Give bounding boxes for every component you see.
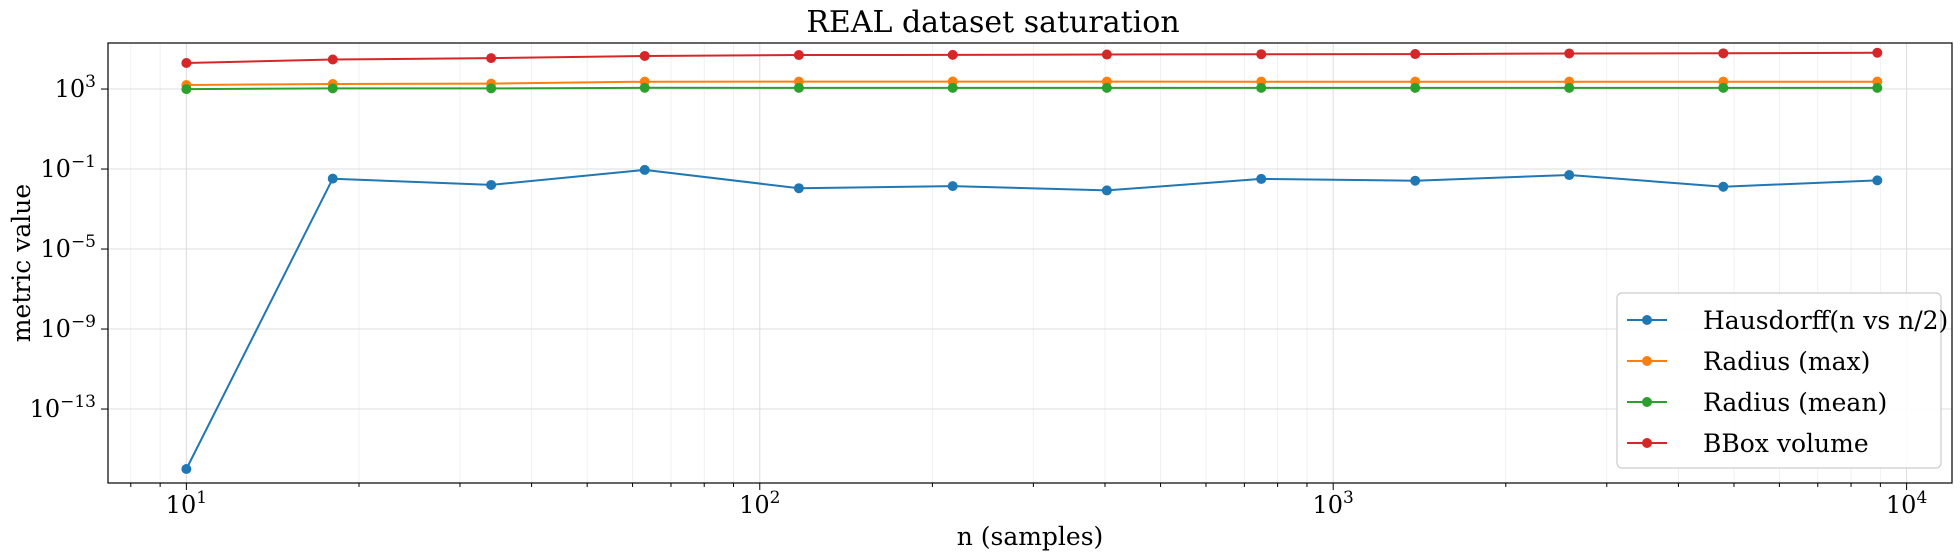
data-point <box>1101 185 1112 196</box>
y-axis-label: metric value <box>7 184 36 342</box>
x-axis-label: n (samples) <box>957 522 1104 551</box>
legend-marker <box>1642 397 1652 407</box>
x-tick-label: 104 <box>1886 488 1927 519</box>
legend: Hausdorff(n vs n/2) Radius (max) Radius (m… <box>1616 292 1948 469</box>
data-point <box>1256 82 1267 93</box>
grid <box>108 43 1952 483</box>
x-tick-label: 102 <box>739 488 780 519</box>
ticks: 101 102 103 104 10−13 10−9 10−5 10−1 103 <box>30 72 1928 519</box>
data-point <box>486 53 497 64</box>
data-point <box>1718 82 1729 93</box>
data-point <box>1410 49 1421 60</box>
data-point <box>1564 170 1575 181</box>
data-point <box>327 173 338 184</box>
series-layer <box>181 47 1883 475</box>
data-point <box>181 58 192 68</box>
data-point <box>1718 181 1729 192</box>
legend-entry-label: BBox volume <box>1703 429 1869 458</box>
data-point <box>1564 82 1575 93</box>
y-tick-label: 10−5 <box>40 232 96 263</box>
legend-entry-label: Hausdorff(n vs n/2) <box>1703 306 1948 335</box>
data-point <box>181 84 192 95</box>
data-point <box>793 50 804 61</box>
data-point <box>1564 48 1575 59</box>
data-point <box>947 49 958 60</box>
series-2 <box>181 82 1883 95</box>
legend-marker <box>1642 315 1652 325</box>
data-point <box>639 82 650 93</box>
data-point <box>181 464 192 475</box>
plot-frame <box>107 42 1953 484</box>
data-point <box>486 83 497 94</box>
series-line <box>185 168 1878 470</box>
legend-entry-label: Radius (max) <box>1703 347 1870 376</box>
data-point <box>793 82 804 93</box>
data-point <box>639 164 650 175</box>
legend-box <box>1616 292 1942 469</box>
data-point <box>947 181 958 192</box>
data-point <box>1872 47 1883 58</box>
data-point <box>486 179 497 190</box>
legend-marker <box>1642 438 1652 448</box>
data-point <box>947 82 958 93</box>
data-point <box>639 50 650 61</box>
x-tick-label: 101 <box>166 488 207 519</box>
data-point <box>1410 175 1421 186</box>
data-point <box>793 183 804 194</box>
series-3 <box>181 47 1883 68</box>
data-point <box>1872 175 1883 186</box>
data-point <box>327 54 338 65</box>
data-point <box>1718 48 1729 59</box>
y-tick-label: 10−13 <box>30 392 96 423</box>
data-point <box>1410 82 1421 93</box>
series-line <box>186 86 1878 91</box>
y-tick-label: 10−1 <box>40 152 96 183</box>
data-point <box>1101 82 1112 93</box>
data-point <box>1256 173 1267 184</box>
series-line <box>186 51 1878 64</box>
data-point <box>1101 49 1112 60</box>
y-tick-label: 103 <box>55 72 96 103</box>
series-0 <box>181 164 1883 475</box>
x-tick-label: 103 <box>1313 488 1354 519</box>
series-line <box>186 80 1878 86</box>
data-point <box>327 83 338 94</box>
data-point <box>1256 49 1267 60</box>
legend-entry-label: Radius (mean) <box>1703 388 1887 417</box>
chart-title: REAL dataset saturation <box>806 5 1179 40</box>
legend-marker <box>1642 356 1652 366</box>
data-point <box>1872 82 1883 93</box>
y-tick-label: 10−9 <box>40 312 96 343</box>
